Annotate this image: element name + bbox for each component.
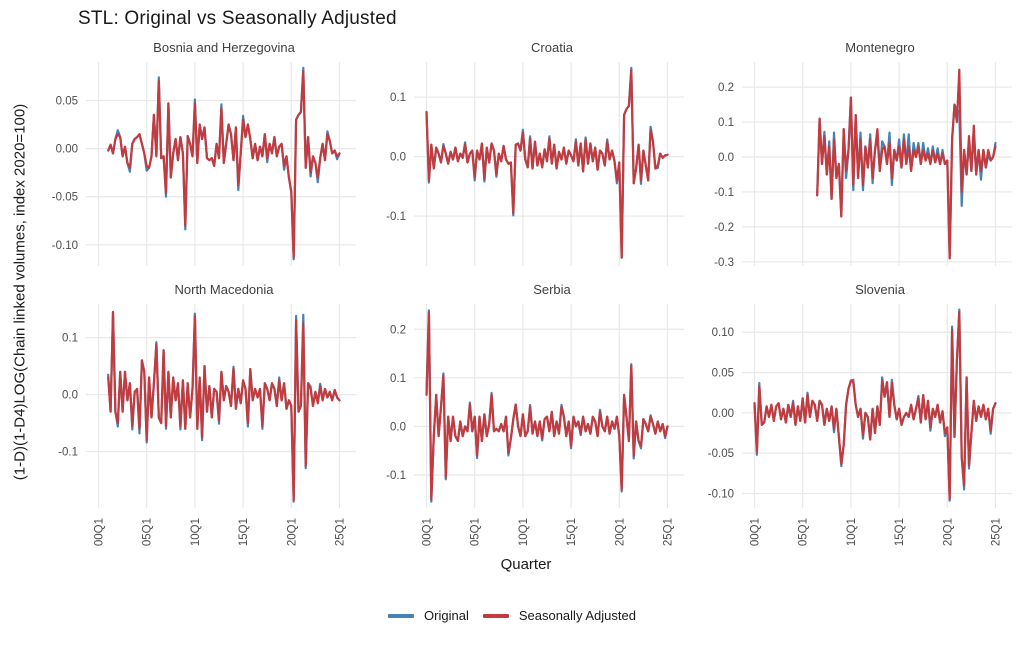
facet-title: Montenegro — [845, 40, 915, 55]
y-tick-label: 0.0 — [718, 152, 734, 164]
original-line-swatch-icon — [388, 613, 415, 618]
x-tick-label: 05Q1 — [798, 518, 810, 546]
series-seasonally-adjusted — [107, 310, 341, 502]
panel-bosnia-and-herzegovina: Bosnia and Herzegovina 0.05 0.00 -0.05 -0.10 — [34, 38, 362, 270]
facet-title: Slovenia — [855, 282, 905, 297]
x-tick-label: 25Q1 — [662, 518, 674, 546]
y-tick-label: 0.1 — [390, 373, 406, 385]
x-tick-label: 20Q1 — [286, 518, 298, 546]
y-tick-label: 0.00 — [56, 144, 78, 156]
y-tick-label: 0.1 — [718, 117, 734, 129]
x-tick-label: 00Q1 — [422, 518, 434, 546]
legend-label-original: Original — [424, 608, 469, 623]
series-seasonally-adjusted — [107, 70, 341, 259]
facet-title: North Macedonia — [174, 282, 274, 297]
legend: Original Seasonally Adjusted — [0, 608, 1024, 623]
panel-serbia: Serbia 0.2 0.1 0.0 -0.1 00Q1 05Q1 10Q1 15Q1 20Q1 2… — [362, 280, 690, 554]
facet-title: Croatia — [531, 40, 573, 55]
x-tick-label: 00Q1 — [750, 518, 762, 546]
series-seasonally-adjusted — [425, 69, 669, 259]
panel-plot: 0.2 0.1 0.0 -0.1 -0.2 -0.3 — [714, 62, 1012, 269]
y-tick-label: -0.1 — [386, 211, 406, 223]
x-tick-label: 10Q1 — [190, 518, 202, 546]
y-tick-label: -0.1 — [58, 447, 78, 459]
x-tick-label: 20Q1 — [942, 518, 954, 546]
legend-label-seasonally-adjusted: Seasonally Adjusted — [518, 608, 636, 623]
x-axis-title: Quarter — [500, 556, 552, 573]
page-title: STL: Original vs Seasonally Adjusted — [78, 8, 397, 29]
x-tick-label: 15Q1 — [238, 518, 250, 546]
y-tick-label: -0.10 — [52, 240, 78, 252]
legend-item-original: Original — [388, 608, 469, 623]
y-tick-label: -0.3 — [714, 257, 734, 269]
y-tick-label: -0.05 — [708, 448, 734, 460]
panel-plot: 0.10 0.05 0.00 -0.05 -0.10 00Q1 05Q1 10Q1 15Q1 20… — [708, 304, 1012, 546]
series-seasonally-adjusted — [816, 68, 997, 260]
y-tick-label: -0.05 — [52, 192, 78, 204]
facet-grid: Bosnia and Herzegovina 0.05 0.00 -0.05 -0.10… — [34, 38, 1018, 554]
y-tick-label: -0.1 — [386, 470, 406, 482]
series-seasonally-adjusted — [753, 311, 997, 501]
y-tick-label: 0.00 — [712, 408, 734, 420]
x-tick-label: 00Q1 — [94, 518, 106, 546]
panel-montenegro: Montenegro 0.2 0.1 0.0 -0.1 -0.2 -0.3 — [690, 38, 1018, 270]
y-tick-label: 0.1 — [390, 92, 406, 104]
y-tick-label: 0.05 — [56, 95, 78, 107]
x-tick-label: 10Q1 — [518, 518, 530, 546]
y-axis-title: (1-D)(1-D4)LOG(Chain linked volumes, ind… — [11, 103, 29, 481]
y-tick-label: -0.10 — [708, 488, 734, 500]
series-seasonally-adjusted — [425, 311, 669, 501]
panel-plot: 0.1 0.0 -0.1 — [386, 62, 684, 266]
facet-title: Serbia — [533, 282, 571, 297]
x-tick-label: 05Q1 — [142, 518, 154, 546]
panel-plot: 0.2 0.1 0.0 -0.1 00Q1 05Q1 10Q1 15Q1 20Q1 25Q1 — [386, 304, 684, 546]
y-tick-label: 0.2 — [718, 82, 734, 94]
x-tick-label: 25Q1 — [334, 518, 346, 546]
panel-plot: 0.05 0.00 -0.05 -0.10 — [52, 62, 356, 266]
panel-croatia: Croatia 0.1 0.0 -0.1 — [362, 38, 690, 270]
x-tick-label: 05Q1 — [470, 518, 482, 546]
seasonally-adjusted-line-swatch-icon — [482, 613, 509, 618]
y-tick-label: 0.0 — [390, 152, 406, 164]
x-tick-label: 15Q1 — [894, 518, 906, 546]
y-tick-label: -0.1 — [714, 187, 734, 199]
panel-north-macedonia: North Macedonia 0.1 0.0 -0.1 00Q1 05Q1 10Q1 15Q… — [34, 280, 362, 554]
x-tick-label: 15Q1 — [566, 518, 578, 546]
y-tick-label: 0.2 — [390, 324, 406, 336]
y-tick-label: 0.05 — [712, 368, 734, 380]
y-tick-label: 0.0 — [62, 390, 78, 402]
y-tick-label: 0.10 — [712, 327, 734, 339]
x-tick-label: 10Q1 — [846, 518, 858, 546]
panel-slovenia: Slovenia 0.10 0.05 0.00 -0.05 -0.10 00Q1 05Q1 10… — [690, 280, 1018, 554]
y-tick-label: 0.0 — [390, 421, 406, 433]
facet-title: Bosnia and Herzegovina — [153, 40, 295, 55]
legend-item-seasonally-adjusted: Seasonally Adjusted — [482, 608, 636, 623]
y-tick-label: 0.1 — [62, 333, 78, 345]
panel-plot: 0.1 0.0 -0.1 00Q1 05Q1 10Q1 15Q1 20Q1 25Q1 — [58, 304, 356, 546]
y-tick-label: -0.2 — [714, 222, 734, 234]
x-tick-label: 25Q1 — [990, 518, 1002, 546]
x-tick-label: 20Q1 — [614, 518, 626, 546]
